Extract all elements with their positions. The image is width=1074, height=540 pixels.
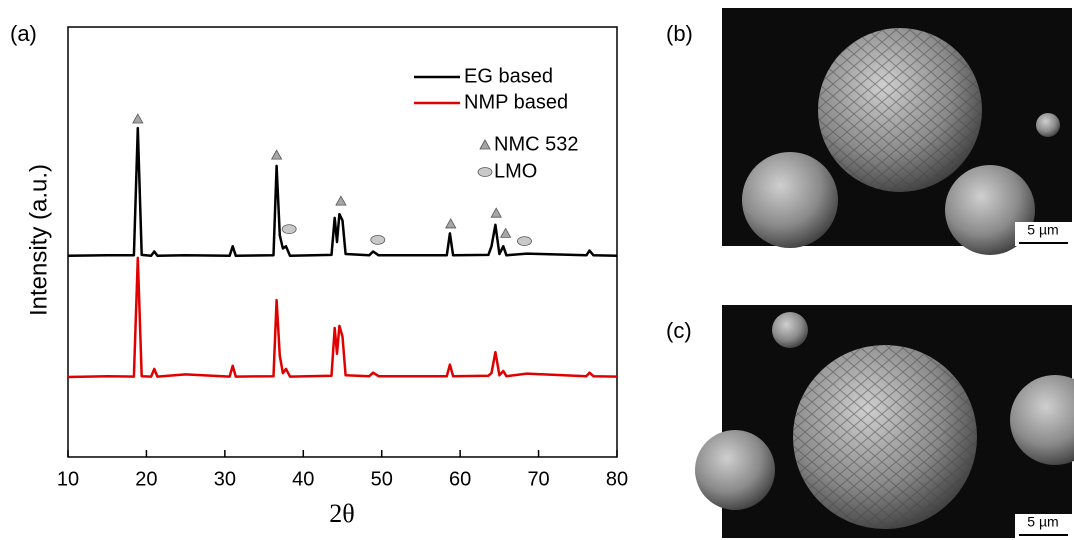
marker-ellipse [282, 225, 296, 234]
series-line [68, 258, 617, 377]
scale-bar-label: 5 µm [1027, 514, 1058, 530]
x-tick-label: 80 [606, 468, 628, 490]
y-axis-label: Intensity (a.u.) [25, 164, 52, 316]
particle [742, 152, 838, 248]
particle-texture [793, 345, 977, 529]
particle [695, 430, 775, 510]
particle-texture [818, 28, 982, 192]
x-axis-label: 2θ [329, 499, 354, 528]
scale-bar-label: 5 µm [1027, 222, 1058, 238]
marker-triangle [446, 219, 456, 228]
legend-label: NMP based [464, 91, 568, 113]
panel-label: (a) [10, 21, 37, 46]
panel-label: (b) [666, 21, 693, 46]
x-tick-label: 60 [449, 468, 471, 490]
marker-triangle [133, 114, 143, 123]
marker-ellipse [371, 235, 385, 244]
image-b [722, 8, 1072, 255]
legend-label: NMC 532 [494, 133, 578, 155]
figure: (a) Intensity (a.u.) 2θ (b) 5 µm (c) 5 µ… [0, 0, 1074, 540]
marker-ellipse [478, 168, 492, 177]
particle [1036, 113, 1060, 137]
marker-triangle [491, 208, 501, 217]
marker-triangle [272, 150, 282, 159]
panel-label: (c) [666, 318, 692, 343]
image-c [695, 305, 1074, 538]
x-tick-label: 50 [371, 468, 393, 490]
particle [772, 312, 808, 348]
x-tick-label: 40 [292, 468, 314, 490]
x-tick-label: 10 [57, 468, 79, 490]
legend-label: EG based [464, 65, 553, 87]
x-tick-label: 20 [135, 468, 157, 490]
marker-triangle [501, 228, 511, 237]
marker-triangle [336, 196, 346, 205]
marker-triangle [480, 140, 490, 149]
marker-ellipse [517, 237, 531, 246]
x-tick-label: 70 [527, 468, 549, 490]
x-tick-label: 30 [214, 468, 236, 490]
legend-label: LMO [494, 160, 537, 182]
